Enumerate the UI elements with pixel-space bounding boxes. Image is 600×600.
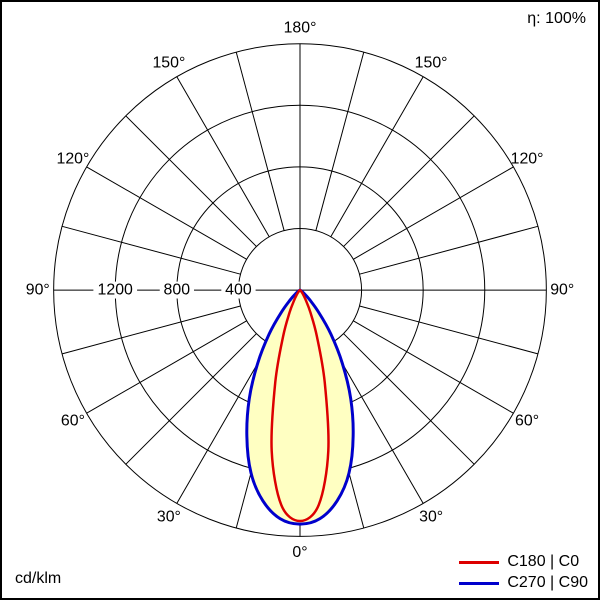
angle-label: 150° xyxy=(415,54,448,71)
efficiency-label: η: 100% xyxy=(527,10,586,27)
angle-label: 30° xyxy=(157,509,181,526)
grid-spoke xyxy=(330,343,424,504)
grid-spoke xyxy=(61,305,241,355)
grid-spoke xyxy=(235,52,285,231)
angle-label: 90° xyxy=(26,282,50,299)
grid-spoke xyxy=(176,76,270,237)
grid-spoke xyxy=(86,320,247,414)
legend-item-c180-c0: C180 | C0 xyxy=(459,554,588,570)
angle-label: 60° xyxy=(515,413,539,430)
grid-spoke xyxy=(176,343,270,504)
legend-item-c270-c90: C270 | C90 xyxy=(459,575,588,591)
radial-label: 400 xyxy=(225,282,252,299)
radial-label-bg xyxy=(159,281,195,299)
grid-spoke xyxy=(86,166,247,260)
angle-label: 150° xyxy=(152,54,185,71)
angle-label: 120° xyxy=(57,150,90,167)
legend-label-c180-c0: C180 | C0 xyxy=(507,553,580,570)
angle-label: 90° xyxy=(550,282,574,299)
grid-spoke xyxy=(343,115,475,247)
radial-label: 800 xyxy=(164,282,191,299)
radial-label-bg xyxy=(221,281,256,299)
angle-label: 30° xyxy=(419,509,443,526)
grid-spoke xyxy=(353,320,514,414)
angle-label: 60° xyxy=(61,413,85,430)
unit-label: cd/klm xyxy=(15,570,62,587)
angle-label: 0° xyxy=(292,544,307,561)
chart-legend: C180 | C0 C270 | C90 xyxy=(459,554,588,591)
grid-spoke xyxy=(359,225,539,275)
legend-line-c270-c90 xyxy=(459,581,500,585)
grid-spoke xyxy=(125,333,257,465)
grid-spoke xyxy=(343,333,475,465)
legend-label-c270-c90: C270 | C90 xyxy=(507,574,588,591)
grid-spoke xyxy=(61,225,241,275)
beam-fill xyxy=(246,290,354,525)
grid-spoke xyxy=(125,115,257,247)
radial-label: 1200 xyxy=(98,282,133,299)
angle-label: 120° xyxy=(511,150,544,167)
curve-c270-c90 xyxy=(245,288,355,526)
grid-spoke xyxy=(359,305,539,355)
curve-c180-c0 xyxy=(270,288,330,523)
grid-spoke xyxy=(353,166,514,260)
legend-line-c180-c0 xyxy=(459,560,500,564)
grid-spoke xyxy=(315,52,365,231)
grid-spoke xyxy=(330,76,424,237)
radial-label-bg xyxy=(93,281,138,299)
angle-label: 180° xyxy=(284,19,317,36)
grid-circle xyxy=(53,43,547,537)
